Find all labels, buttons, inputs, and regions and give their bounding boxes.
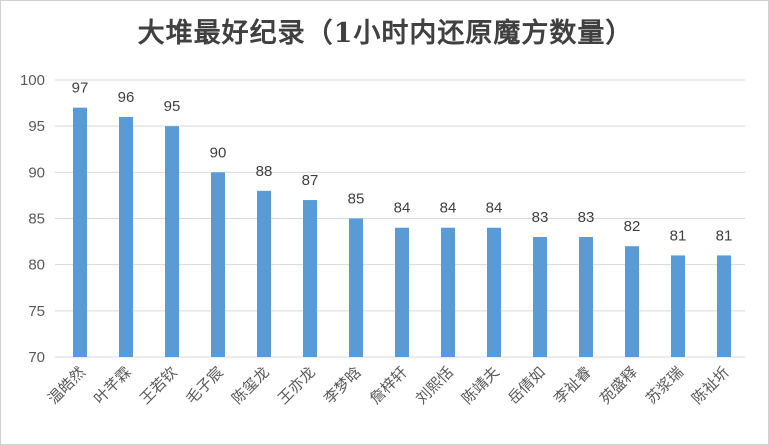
y-tick-label: 95 [28, 118, 45, 135]
data-label: 81 [716, 227, 733, 244]
data-label: 97 [72, 80, 89, 97]
data-label: 90 [210, 144, 227, 161]
y-tick-label: 85 [28, 211, 45, 228]
bar-8 [395, 227, 409, 357]
bars [73, 107, 731, 358]
data-labels: 97 96 95 90 88 87 85 84 84 84 83 83 82 81 81 [72, 80, 733, 245]
y-tick-label: 100 [20, 72, 45, 89]
y-tick-label: 80 [28, 257, 45, 274]
bar-12 [579, 236, 593, 357]
data-label: 84 [486, 200, 503, 217]
data-label: 96 [118, 89, 135, 106]
bar-3 [165, 126, 179, 358]
bar-15 [717, 255, 731, 357]
bar-9 [441, 227, 455, 357]
bar-6 [303, 200, 317, 357]
bar-4 [211, 172, 225, 357]
data-label: 84 [394, 200, 411, 217]
bar-11 [533, 236, 547, 357]
bar-10 [487, 227, 501, 357]
bar-13 [625, 246, 639, 357]
bar-14 [671, 255, 685, 357]
y-tick-label: 75 [28, 303, 45, 320]
category-label: 李梦晗 [320, 363, 365, 408]
data-label: 81 [670, 227, 687, 244]
data-label: 85 [348, 191, 365, 208]
category-label: 王亦龙 [274, 363, 319, 408]
category-label: 王若钦 [136, 363, 181, 408]
category-label: 叶芊霖 [90, 363, 135, 408]
category-label: 岳倩如 [504, 363, 549, 408]
category-label: 陈祉圻 [688, 363, 733, 408]
y-axis-ticks: 70 75 80 85 90 95 100 [20, 72, 45, 366]
category-label: 李祉睿 [550, 363, 595, 408]
category-label: 苑盛释 [596, 363, 641, 408]
bar-1 [73, 107, 87, 357]
bar-5 [257, 190, 271, 357]
category-label: 毛子宸 [182, 363, 227, 408]
category-label: 詹梓轩 [366, 363, 411, 408]
data-label: 87 [302, 172, 319, 189]
chart-title: 大堆最好纪录（1小时内还原魔方数量） [137, 18, 634, 49]
category-label: 陈靖夫 [458, 363, 503, 408]
data-label: 82 [624, 218, 641, 235]
y-tick-label: 90 [28, 164, 45, 181]
category-label: 刘熙恬 [412, 363, 457, 408]
data-label: 95 [164, 98, 181, 115]
category-labels: 温皓然 叶芊霖 王若钦 毛子宸 陈玺龙 王亦龙 李梦晗 詹梓轩 刘熙恬 陈靖夫 岳倩如 李祉睿 苑盛释苏… [44, 363, 733, 408]
category-label: 苏浆瑞 [642, 363, 687, 408]
bar-7 [349, 218, 363, 357]
y-tick-label: 70 [28, 349, 45, 366]
category-label: 陈玺龙 [228, 363, 273, 408]
category-label: 温皓然 [44, 363, 89, 408]
data-label: 83 [532, 209, 549, 226]
data-label: 83 [578, 209, 595, 226]
data-label: 84 [440, 200, 457, 217]
data-label: 88 [256, 163, 273, 180]
bar-2 [119, 116, 133, 357]
